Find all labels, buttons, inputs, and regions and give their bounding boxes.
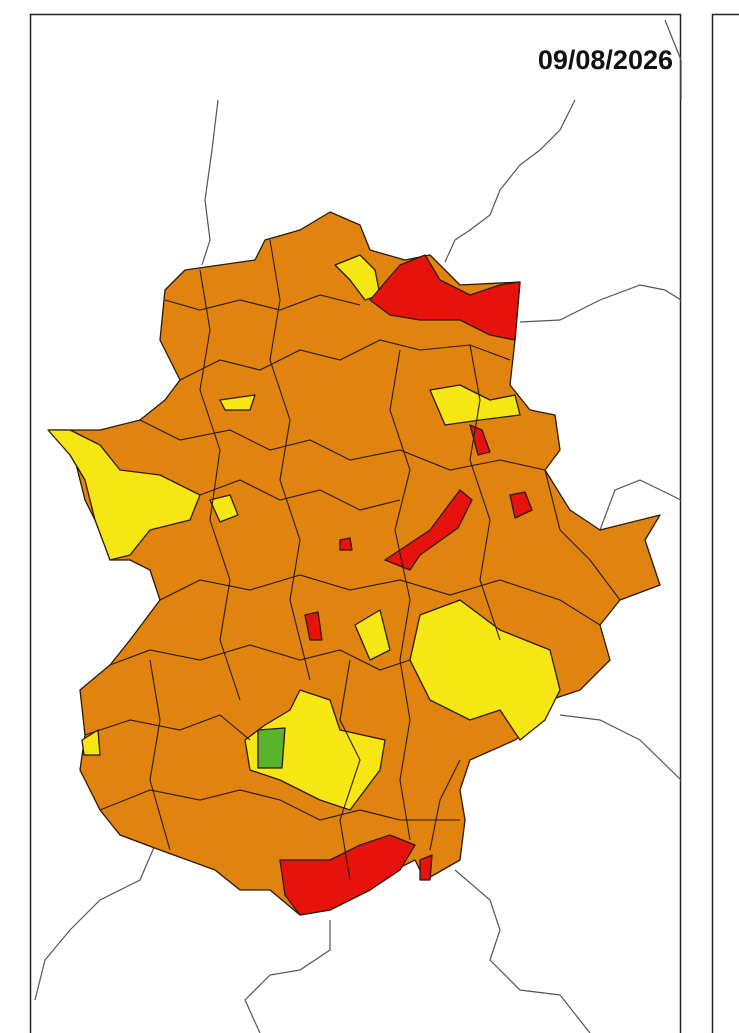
municipalities-yellow [219, 394, 256, 411]
municipalities-red [369, 254, 521, 341]
boundary [199, 269, 241, 701]
boundary [99, 789, 460, 821]
municipalities-red [279, 834, 416, 916]
boundary [109, 644, 411, 671]
border-line [519, 284, 682, 323]
map-date: 09/08/2026 [538, 45, 673, 75]
border-line [664, 19, 682, 100]
border-line [244, 920, 331, 1033]
map-frame [29, 13, 682, 1033]
boundary [179, 339, 511, 381]
municipal-boundaries [84, 239, 621, 881]
boundary [389, 349, 411, 841]
municipalities-red [419, 854, 433, 881]
boundary [199, 479, 401, 511]
border-line [599, 479, 682, 531]
region [47, 211, 661, 916]
border-line [444, 99, 576, 263]
municipalities-yellow [81, 729, 101, 756]
municipalities-yellow [209, 494, 239, 523]
boundary [149, 659, 171, 851]
next-map-frame [711, 13, 739, 1033]
boundary [429, 759, 461, 851]
boundary [544, 469, 621, 601]
municipalities-red [304, 611, 323, 641]
municipalities-yellow [429, 384, 521, 426]
boundary [139, 419, 546, 471]
boundary [469, 344, 501, 641]
municipalities-yellow [354, 609, 391, 661]
municipalities-red [509, 491, 533, 519]
municipalities-yellow [47, 429, 201, 561]
boundary [269, 239, 311, 681]
border-line [454, 869, 591, 1033]
municipalities-red [384, 489, 473, 571]
municipalities-red [339, 537, 353, 551]
boundary [164, 294, 361, 311]
boundary [339, 659, 361, 881]
boundary [84, 714, 251, 741]
municipalities-yellow [244, 689, 386, 811]
municipalities-yellow [409, 599, 561, 741]
border-line [201, 99, 219, 266]
neighbor-borders [34, 19, 682, 1033]
boundary [159, 574, 601, 626]
border-line [34, 844, 156, 1001]
border-line [559, 714, 682, 781]
municipality-green [257, 727, 286, 769]
